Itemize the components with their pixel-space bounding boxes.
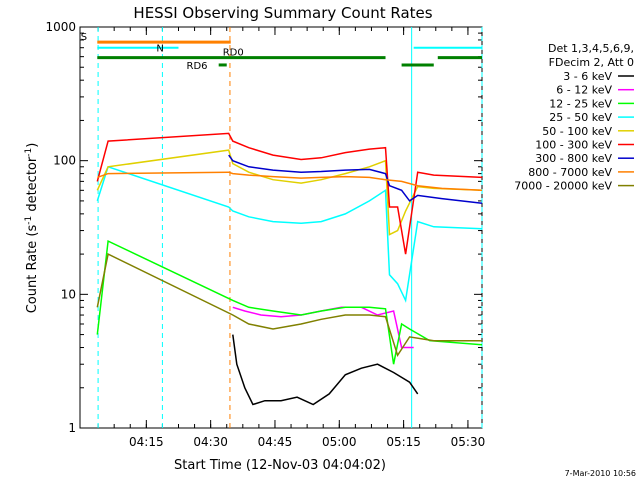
legend-header: Det 1,3,4,5,6,9,: [548, 42, 634, 55]
x-tick-label: 05:00: [322, 435, 357, 449]
x-tick-label: 05:15: [386, 435, 421, 449]
y-tick-label: 10: [61, 287, 76, 301]
legend-label: 12 - 25 keV: [549, 97, 612, 110]
y-tick-label: 1000: [45, 20, 76, 34]
series-line: [96, 253, 482, 358]
x-tick-label: 05:30: [451, 435, 486, 449]
series-line: [232, 334, 419, 406]
y-axis-label-rest: detector: [25, 156, 40, 216]
legend-label: 6 - 12 keV: [556, 84, 612, 97]
y-tick-label: 1: [68, 421, 76, 435]
x-tick-label: 04:30: [193, 435, 228, 449]
series-line: [96, 132, 483, 255]
series-line: [228, 154, 483, 205]
legend-label: 300 - 800 keV: [535, 152, 612, 165]
legend-label: 100 - 300 keV: [535, 139, 612, 152]
flag-label-s: S: [81, 32, 87, 43]
flag-label-n: N: [156, 44, 163, 55]
y-axis-label-main: Count Rate (s: [25, 225, 40, 314]
series-line: [96, 239, 483, 365]
y-axis-label-end: ): [25, 143, 40, 148]
x-tick-label: 04:45: [258, 435, 293, 449]
y-axis-label-sup2: -1: [24, 148, 34, 157]
legend-label: 3 - 6 keV: [563, 70, 612, 83]
legend: Det 1,3,4,5,6,9,FDecim 2, Att 03 - 6 keV…: [514, 42, 634, 193]
chart-title: HESSI Observing Summary Count Rates: [133, 4, 432, 22]
y-axis-label: Count Rate (s-1 detector-1): [24, 143, 40, 314]
legend-label: 800 - 7000 keV: [528, 166, 612, 179]
x-axis-label: Start Time (12-Nov-03 04:04:02): [174, 458, 386, 473]
x-tick-label: 04:15: [129, 435, 164, 449]
series-line: [96, 165, 483, 303]
y-tick-label: 100: [53, 154, 76, 168]
y-axis-label-sup: -1: [24, 216, 34, 225]
legend-label: 50 - 100 keV: [542, 125, 612, 138]
flag-label-rd0: RD0: [223, 48, 244, 59]
legend-header: FDecim 2, Att 0: [549, 56, 634, 69]
legend-label: 25 - 50 keV: [549, 111, 612, 124]
plot-area: 1 10 100 1000 04:15 04:30 04:45 05:00 05:15 05:30…: [45, 20, 485, 449]
series-line: [97, 171, 483, 192]
legend-label: 7000 - 20000 keV: [514, 180, 612, 193]
flag-label-rd6: RD6: [187, 61, 208, 72]
footer-date: 7-Mar-2010 10:56: [565, 469, 636, 478]
